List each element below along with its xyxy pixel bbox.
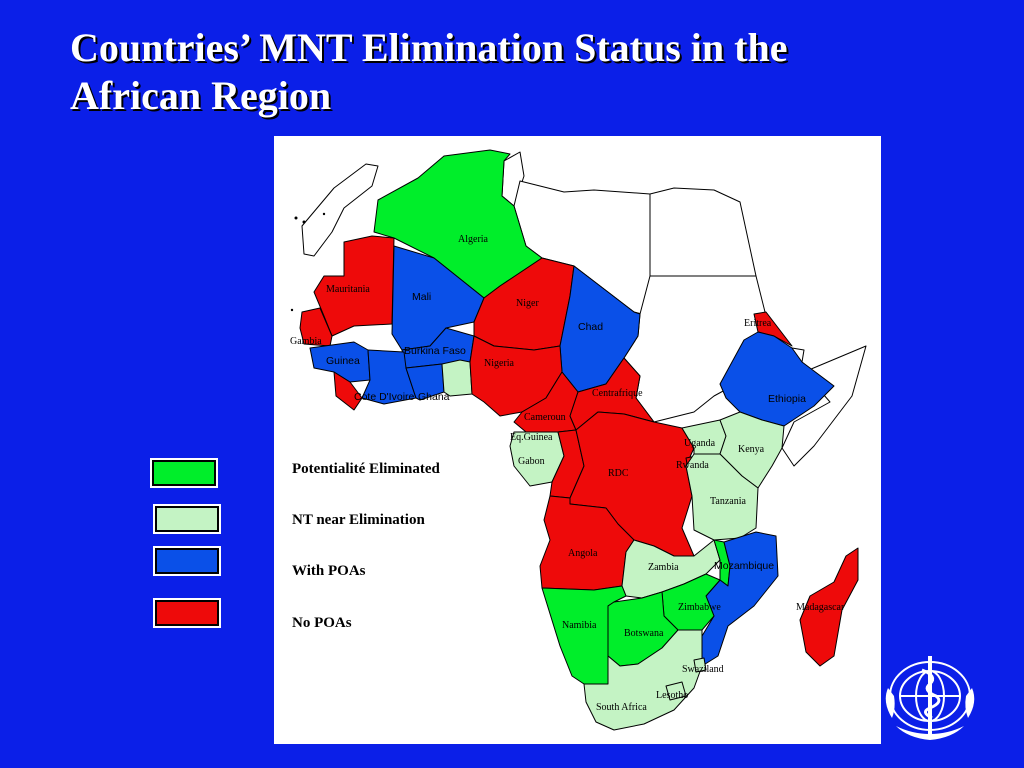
label-ghana: Ghana [418, 391, 450, 403]
label-rdc: RDC [608, 468, 629, 479]
legend-swatch-near-elimination [153, 504, 221, 534]
who-emblem-icon [885, 656, 975, 740]
label-mozambique: Mozambique [714, 560, 774, 572]
map-region-liberia [333, 371, 363, 411]
map-island-canary-2 [302, 220, 306, 224]
legend-label-with-poas: With POAs [292, 563, 366, 579]
label-zimbabwe: Zimbabwe [678, 602, 721, 613]
label-mauritania: Mauritania [326, 284, 370, 295]
label-gabon: Gabon [518, 456, 545, 467]
map-region-kenya [719, 411, 785, 489]
label-burkina-faso: Burkina Faso [404, 345, 466, 357]
label-ethiopia: Ethiopia [768, 393, 806, 405]
label-namibia: Namibia [562, 620, 597, 631]
map-region-morocco [301, 163, 379, 257]
label-gambia: Gambia [290, 336, 322, 347]
label-uganda: Uganda [684, 438, 716, 449]
map-region-algeria [373, 149, 543, 299]
label-tanzania: Tanzania [710, 496, 747, 507]
label-nigeria: Nigeria [484, 358, 515, 369]
label-south-africa: South Africa [596, 702, 647, 713]
map-region-ghana [405, 363, 445, 401]
map-region-guinea [309, 341, 371, 383]
label-madagascar: Madagascar [796, 602, 845, 613]
label-cote-divoire: Cote D'Ivoire [354, 391, 415, 403]
map-region-swaziland [693, 657, 707, 673]
legend-label-near-elimination: NT near Elimination [292, 512, 425, 528]
map-island-canary-3 [322, 212, 326, 216]
map-region-south-africa [583, 629, 703, 731]
legend-label-no-poas: No POAs [292, 615, 352, 631]
label-kenya: Kenya [738, 444, 765, 455]
map-region-lesotho [665, 681, 687, 701]
label-lesotho: Lesotho [656, 690, 688, 701]
title-line-1: Countries’ MNT Elimination Status in the [70, 25, 788, 70]
map-region-ethiopia [719, 331, 835, 427]
label-eritrea: Eritrea [744, 318, 772, 329]
title-line-2: African Region [70, 73, 332, 118]
label-botswana: Botswana [624, 628, 664, 639]
label-rwanda: Rwanda [676, 460, 709, 471]
label-mali: Mali [412, 291, 431, 303]
label-eq-guinea: Eq.Guinea [510, 432, 553, 443]
label-centrafrique: Centrafrique [592, 388, 643, 399]
map-region-madagascar [799, 547, 859, 667]
map-region-somalia [781, 345, 867, 467]
africa-map: Algeria Mauritania Mali Niger Chad Eritr… [274, 136, 881, 744]
map-region-cote-divoire [361, 349, 417, 405]
legend-swatch-with-poas [153, 546, 221, 576]
label-chad: Chad [578, 321, 603, 333]
label-angola: Angola [568, 548, 598, 559]
label-swaziland: Swaziland [682, 664, 724, 675]
label-guinea: Guinea [326, 355, 360, 367]
map-island-cape-verde [290, 308, 294, 312]
label-zambia: Zambia [648, 562, 679, 573]
label-niger: Niger [516, 298, 539, 309]
label-cameroun: Cameroun [524, 412, 566, 423]
legend-swatch-eliminated [150, 458, 218, 488]
slide-title: Countries’ MNT Elimination Status in the… [70, 24, 970, 120]
africa-map-svg: Algeria Mauritania Mali Niger Chad Eritr… [290, 149, 867, 731]
map-region-egypt [649, 187, 757, 277]
map-region-eritrea [753, 311, 793, 347]
map-island-canary-1 [294, 216, 298, 220]
legend-swatch-no-poas [153, 598, 221, 628]
label-algeria: Algeria [458, 234, 489, 245]
legend-label-eliminated: Potentialité Eliminated [292, 461, 440, 477]
